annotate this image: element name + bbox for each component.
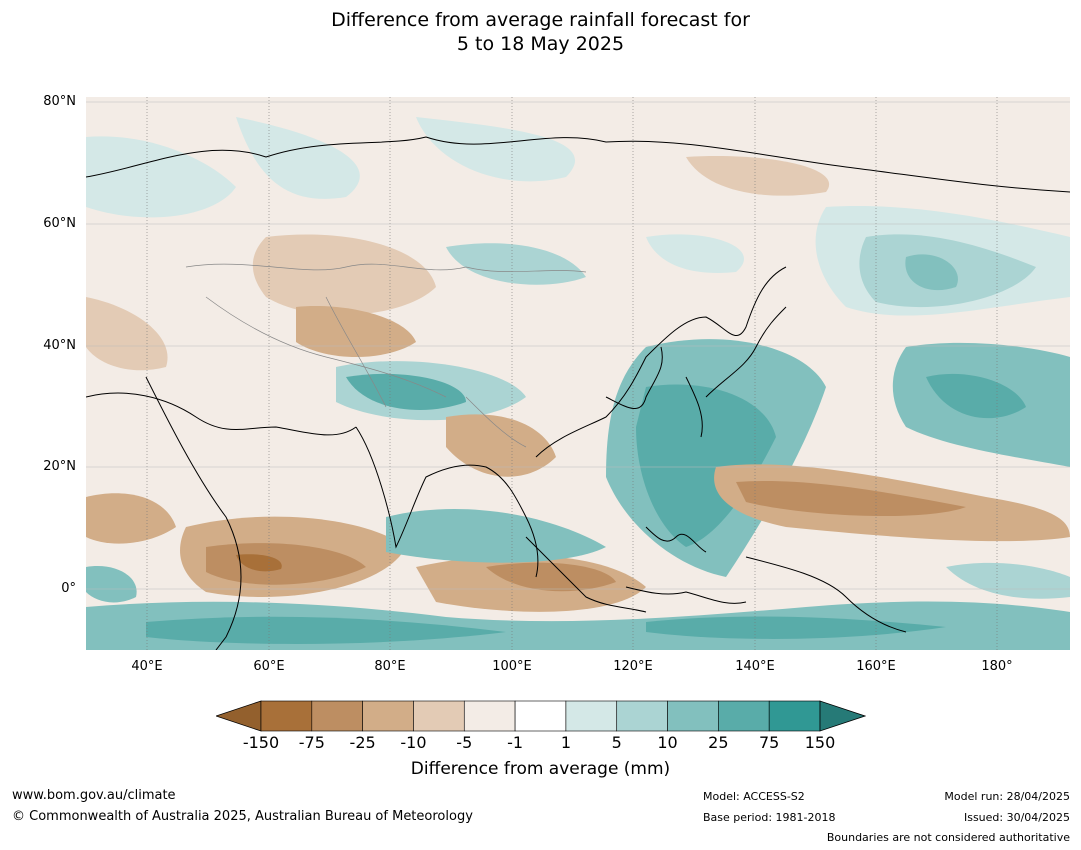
legend-low-arrow xyxy=(216,700,262,732)
lon-label: 40°E xyxy=(131,659,163,674)
legend-tick-label: -5 xyxy=(456,733,473,752)
anomaly-region xyxy=(926,373,1026,419)
legend-tick-label: -10 xyxy=(400,733,427,752)
legend-tick-label: 1 xyxy=(560,733,571,752)
lon-label: 180° xyxy=(981,659,1013,674)
anomaly-region xyxy=(296,306,416,357)
legend-tick-label: 25 xyxy=(708,733,729,752)
anomaly-region xyxy=(252,234,436,316)
lat-label: 80°N xyxy=(43,94,76,109)
anomaly-region xyxy=(446,414,556,477)
lat-label: 60°N xyxy=(43,216,76,231)
legend-color-box xyxy=(768,700,821,732)
lat-label: 0° xyxy=(61,581,76,596)
lon-label: 60°E xyxy=(253,659,285,674)
legend-tick-label: 150 xyxy=(804,733,836,752)
anomaly-region xyxy=(386,508,606,563)
legend-high-arrow xyxy=(819,700,866,732)
anomaly-region xyxy=(346,373,466,410)
website-link[interactable]: www.bom.gov.au/climate xyxy=(12,788,176,803)
lat-label: 40°N xyxy=(43,338,76,353)
legend-color-box xyxy=(667,700,719,732)
lat-label: 20°N xyxy=(43,459,76,474)
legend-tick-label: 75 xyxy=(758,733,780,752)
coastlines xyxy=(86,136,1070,650)
lon-label: 80°E xyxy=(374,659,406,674)
anomaly-region xyxy=(206,543,366,585)
anomaly-region xyxy=(86,136,236,218)
anomaly-region xyxy=(86,297,168,371)
legend-tick-label: 5 xyxy=(611,733,622,752)
anomaly-region xyxy=(86,493,176,544)
legend-color-box xyxy=(311,700,363,732)
map-title: Difference from average rainfall forecas… xyxy=(0,8,1081,56)
anomaly-region xyxy=(905,254,958,291)
base-period-text: Base period: 1981-2018 xyxy=(703,811,836,824)
lon-label: 100°E xyxy=(492,659,532,674)
anomaly-region xyxy=(736,481,966,517)
legend-color-box xyxy=(260,700,313,732)
legend-color-box xyxy=(514,700,567,732)
anomaly-region xyxy=(646,234,744,273)
legend-tick-label: -1 xyxy=(507,733,524,752)
disclaimer-text: Boundaries are not considered authoritat… xyxy=(826,831,1070,844)
legend-color-box xyxy=(718,700,770,732)
anomaly-region xyxy=(636,384,776,547)
anomaly-region xyxy=(416,117,576,182)
legend-tick-label: -150 xyxy=(242,733,280,752)
legend-tick-label: -75 xyxy=(298,733,325,752)
issued-text: Issued: 30/04/2025 xyxy=(963,811,1070,824)
map-title-line2: 5 to 18 May 2025 xyxy=(456,33,625,55)
anomaly-region xyxy=(486,562,616,592)
legend-color-box xyxy=(565,700,618,732)
legend-title: Difference from average (mm) xyxy=(410,759,671,779)
anomaly-region xyxy=(86,566,137,603)
map-title-line1: Difference from average rainfall forecas… xyxy=(331,9,750,31)
color-legend xyxy=(216,700,866,732)
anomaly-region xyxy=(236,117,360,199)
copyright-text: © Commonwealth of Australia 2025, Austra… xyxy=(12,809,473,824)
anomaly-region xyxy=(146,616,506,644)
legend-tick-label: -25 xyxy=(349,733,376,752)
lon-label: 140°E xyxy=(735,659,775,674)
borders xyxy=(185,263,587,448)
model-text: Model: ACCESS-S2 xyxy=(703,790,805,803)
graticule xyxy=(146,97,998,650)
lon-label: 120°E xyxy=(613,659,653,674)
anomaly-region xyxy=(236,554,282,572)
rainfall-anomaly-map xyxy=(86,97,1070,650)
legend-color-box xyxy=(362,700,414,732)
model-run-text: Model run: 28/04/2025 xyxy=(944,790,1070,803)
legend-color-box xyxy=(616,700,668,732)
anomaly-region xyxy=(646,616,946,639)
legend-color-box xyxy=(463,700,516,732)
anomaly-region xyxy=(946,562,1070,599)
legend-color-box xyxy=(413,700,465,732)
lon-label: 160°E xyxy=(856,659,896,674)
anomaly-region xyxy=(446,243,586,285)
anomaly-region xyxy=(686,156,830,196)
legend-tick-label: 10 xyxy=(657,733,678,752)
